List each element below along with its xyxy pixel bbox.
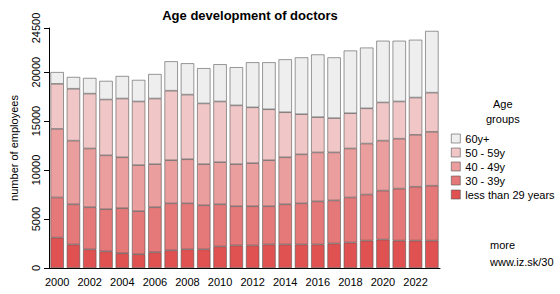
svg-text:2008: 2008 <box>175 276 199 288</box>
svg-text:0: 0 <box>30 265 42 271</box>
svg-text:www.iz.sk/30: www.iz.sk/30 <box>489 256 554 268</box>
svg-text:20000: 20000 <box>30 57 42 88</box>
svg-text:groups: groups <box>486 113 520 125</box>
svg-text:30 - 39y: 30 - 39y <box>465 175 505 187</box>
svg-text:number of employees: number of employees <box>8 95 20 201</box>
svg-text:15000: 15000 <box>30 106 42 137</box>
svg-text:Age development of doctors: Age development of doctors <box>162 8 338 23</box>
svg-text:2014: 2014 <box>273 276 297 288</box>
svg-text:2000: 2000 <box>45 276 69 288</box>
svg-text:10000: 10000 <box>30 155 42 186</box>
svg-text:Age: Age <box>493 98 513 110</box>
svg-text:more: more <box>490 239 515 251</box>
svg-text:40 - 49y: 40 - 49y <box>465 161 505 173</box>
svg-text:2004: 2004 <box>110 276 134 288</box>
svg-text:2010: 2010 <box>208 276 232 288</box>
svg-text:2022: 2022 <box>403 276 427 288</box>
svg-text:2020: 2020 <box>371 276 395 288</box>
svg-text:2016: 2016 <box>306 276 330 288</box>
svg-text:2018: 2018 <box>338 276 362 288</box>
svg-text:2002: 2002 <box>77 276 101 288</box>
svg-text:50 - 59y: 50 - 59y <box>465 147 505 159</box>
svg-text:2012: 2012 <box>240 276 264 288</box>
svg-text:60y+: 60y+ <box>465 133 489 145</box>
svg-text:24500: 24500 <box>30 13 42 44</box>
svg-text:less than 29 years: less than 29 years <box>465 189 555 201</box>
svg-text:5000: 5000 <box>30 207 42 231</box>
svg-text:2006: 2006 <box>143 276 167 288</box>
